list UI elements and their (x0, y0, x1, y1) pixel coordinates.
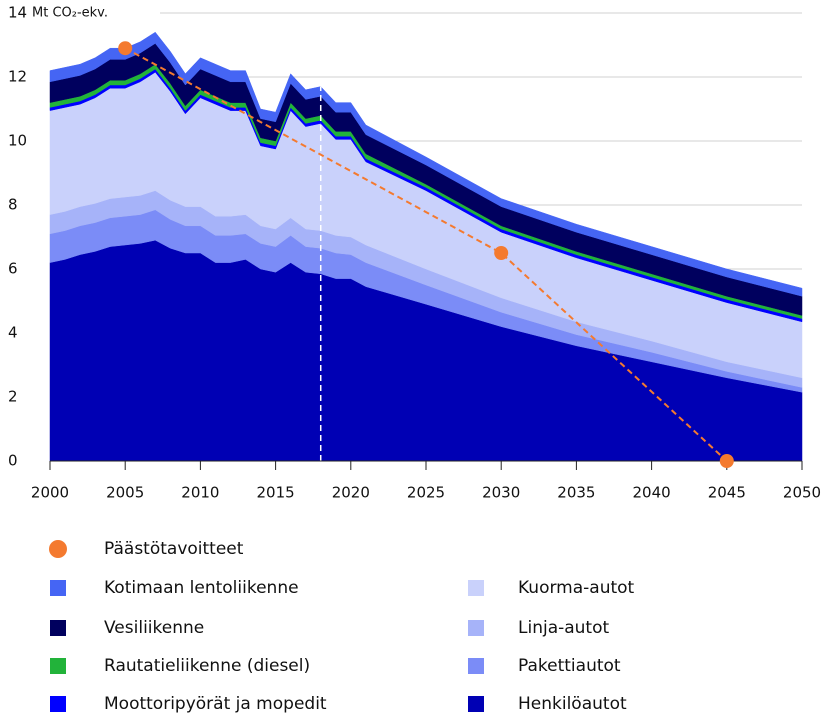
x-tick-label: 2030 (482, 484, 520, 502)
legend-label: Linja-autot (518, 618, 610, 638)
y-tick-label: 8 (8, 196, 18, 214)
y-tick-label: 4 (8, 324, 18, 342)
y-tick-label: 2 (8, 388, 18, 406)
legend-swatch (50, 620, 66, 636)
x-tick-label: 2005 (106, 484, 144, 502)
target-point (118, 41, 133, 56)
y-tick-label: 6 (8, 260, 18, 278)
legend-swatch (468, 696, 484, 712)
y-tick-label: 14 (8, 4, 27, 22)
x-tick-label: 2010 (181, 484, 219, 502)
legend-swatch (468, 658, 484, 674)
x-tick-label: 2035 (557, 484, 595, 502)
y-tick-label: 10 (8, 132, 27, 150)
x-tick-label: 2025 (407, 484, 445, 502)
legend-marker (49, 540, 67, 558)
target-line (124, 47, 728, 462)
y-tick-label: 0 (8, 452, 18, 470)
legend-swatch (468, 580, 484, 596)
y-axis-label: Mt CO₂-ekv. (32, 6, 108, 21)
legend-swatch (50, 658, 66, 674)
x-tick-label: 2045 (708, 484, 746, 502)
legend-swatch (468, 620, 484, 636)
legend-label: Kuorma-autot (518, 578, 635, 598)
legend-label: Rautatieliikenne (diesel) (104, 656, 310, 676)
legend-label: Pakettiautot (518, 656, 621, 676)
x-tick-label: 2040 (633, 484, 671, 502)
x-tick-label: 2015 (257, 484, 295, 502)
y-tick-label: 12 (8, 68, 27, 86)
legend-label: Henkilöautot (518, 694, 627, 714)
legend-swatch (50, 696, 66, 712)
x-tick-label: 2020 (332, 484, 370, 502)
legend-label: Moottoripyörät ja mopedit (104, 694, 327, 714)
legend-label: Vesiliikenne (104, 618, 204, 638)
target-point (494, 246, 509, 260)
legend-swatch (50, 580, 66, 596)
area (49, 31, 803, 297)
x-tick-label: 2000 (31, 484, 69, 502)
target-point (719, 454, 734, 468)
legend-label: Kotimaan lentoliikenne (104, 578, 299, 598)
x-tick-label: 2050 (783, 484, 821, 502)
legend-label: Päästötavoitteet (104, 539, 244, 559)
